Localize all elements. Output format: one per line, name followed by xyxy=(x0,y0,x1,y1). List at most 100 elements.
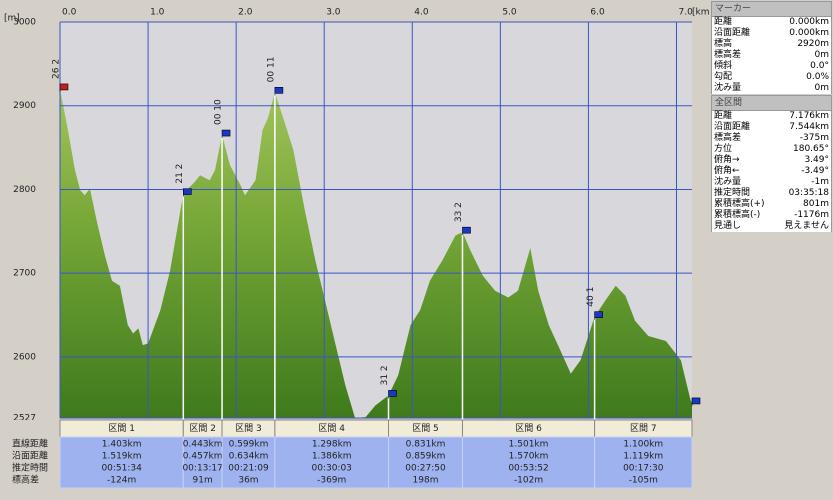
panel-row: 沿面距離 7.544km xyxy=(711,122,832,133)
panel-row: 標高差 0m xyxy=(711,50,832,61)
marker-flag xyxy=(388,390,397,399)
marker-label: 26 2 xyxy=(52,59,62,79)
panel-key: 沿面距離 xyxy=(714,28,751,38)
segment-body xyxy=(274,436,390,489)
segment-name: 区間 5 xyxy=(412,423,439,434)
segment-cell: -102m xyxy=(514,476,543,486)
segment-cell: 1.501km xyxy=(509,440,549,450)
panel-key: 推定時間 xyxy=(714,188,751,198)
x-unit: [km] xyxy=(692,8,710,18)
x-tick-label: 5.0 xyxy=(502,8,517,18)
segment-name: 区間 3 xyxy=(235,423,262,434)
marker-flag xyxy=(274,87,284,96)
segment-name: 区間 7 xyxy=(630,423,657,434)
marker-flag xyxy=(691,397,701,406)
segment-cell: 1.403km xyxy=(102,440,142,450)
panel-row: 勾配 0.0% xyxy=(711,72,832,83)
panel-value: 801m xyxy=(803,199,829,209)
segment-cell: 0.599km xyxy=(229,440,269,450)
panel-value: 0m xyxy=(814,50,830,60)
panel-key: 距離 xyxy=(714,17,733,27)
segment-cell: 00:30:03 xyxy=(311,464,351,474)
segment-cell: 1.119km xyxy=(623,452,663,462)
segment-cell: 00:13:17 xyxy=(182,464,222,474)
row-label: 標高差 xyxy=(12,474,39,486)
y-tick-label: 2600 xyxy=(13,352,36,362)
x-tick-label: 6.0 xyxy=(590,8,605,18)
panel-row: 累積標高(+) 801m xyxy=(711,199,832,210)
panel-key: 沿面距離 xyxy=(714,122,751,132)
panel-row: 傾斜 0.0° xyxy=(711,61,832,72)
profile-chart: [m] [km] 2527 2600 2700 2800 2900 3000 0.0 1.0 2… xyxy=(0,7,710,490)
panel-value: 0.000km xyxy=(789,17,829,27)
y-tick-label: 2527 xyxy=(13,414,36,424)
panel-value: 0.0° xyxy=(810,61,829,71)
panel-row: 累積標高(-) -1176m xyxy=(711,210,832,221)
segment-cell: 0.457km xyxy=(183,452,223,462)
panel-key: 累積標高(+) xyxy=(714,199,765,209)
marker-label: 00 10 xyxy=(214,99,224,125)
panel-row: 俯角→ 3.49° xyxy=(711,155,832,166)
segment-body xyxy=(388,436,463,489)
panel-row: 俯角← -3.49° xyxy=(711,166,832,177)
panel-row: 沈み量 -1m xyxy=(711,177,832,188)
panel-row: 距離 0.000km xyxy=(711,17,832,28)
panel-key: 距離 xyxy=(714,111,733,121)
segment-cell: 00:21:09 xyxy=(228,464,269,474)
segment-cell: 00:53:52 xyxy=(508,464,548,474)
panel-value: 7.544km xyxy=(789,122,829,132)
segment-cell: 1.298km xyxy=(312,440,352,450)
row-label: 推定時間 xyxy=(12,462,48,474)
segment-name: 区間 6 xyxy=(515,423,542,434)
panel-title: 全区間 xyxy=(711,95,832,111)
total-panel: 全区間 距離 7.176km 沿面距離 7.544km 標高差 -375m 方位 180.65°… xyxy=(711,95,832,232)
segment-body xyxy=(461,436,596,489)
y-unit: [m] xyxy=(4,14,20,24)
panel-row: 標高 2920m xyxy=(711,39,832,50)
segment-cell: 1.519km xyxy=(102,452,142,462)
row-label: 直線距離 xyxy=(12,438,48,450)
segment-cell: 91m xyxy=(193,476,213,486)
panel-row: 推定時間 03:35:18 xyxy=(711,188,832,199)
marker-flag xyxy=(594,311,603,320)
segment-cell: 00:17:30 xyxy=(623,464,664,474)
marker-label: 33 2 xyxy=(454,202,464,222)
segment-cell: 1.100km xyxy=(623,440,663,450)
segment-cell: 0.634km xyxy=(229,452,269,462)
segment-cell: 1.386km xyxy=(312,452,352,462)
x-tick-label: 7.0 xyxy=(678,8,693,18)
marker-label: 21 2 xyxy=(175,164,185,184)
x-tick-label: 3.0 xyxy=(326,8,341,18)
panel-key: 傾斜 xyxy=(714,61,733,71)
panel-value: 3.49° xyxy=(804,155,829,165)
segment-name: 区間 2 xyxy=(189,423,216,434)
panel-value: -3.49° xyxy=(801,166,829,176)
marker-flag xyxy=(59,83,69,92)
marker-label: 31 2 xyxy=(380,365,390,385)
marker-flag xyxy=(183,188,192,197)
panel-value: -1m xyxy=(811,177,829,187)
marker-panel: マーカー 距離 0.000km 沿面距離 0.000km 標高 2920m 標高差 0m 傾斜 0.… xyxy=(711,1,832,94)
row-label: 沿面距離 xyxy=(12,450,48,462)
segment-body xyxy=(594,436,693,489)
panel-row: 見通し 見えません xyxy=(711,221,832,232)
panel-value: -375m xyxy=(799,133,829,143)
panel-key: 俯角← xyxy=(714,166,740,176)
segment-cell: 0.831km xyxy=(406,440,446,450)
segment-cell: 198m xyxy=(413,476,439,486)
segment-cell: 00:27:50 xyxy=(405,464,446,474)
panel-row: 沈み量 0m xyxy=(711,83,832,94)
segment-name: 区間 4 xyxy=(318,423,345,434)
panel-value: 0m xyxy=(814,83,830,93)
panel-value: 見えません xyxy=(784,221,829,231)
table-left xyxy=(0,420,60,490)
segment-cell: 0.859km xyxy=(406,452,446,462)
panel-key: 沈み量 xyxy=(714,177,742,187)
panel-key: 見通し xyxy=(714,221,742,231)
y-tick-label: 3000 xyxy=(13,18,36,28)
segment-cell: 0.443km xyxy=(183,440,223,450)
segment-cell: -369m xyxy=(317,476,346,486)
panel-value: 7.176km xyxy=(789,111,829,121)
panel-value: 03:35:18 xyxy=(788,188,829,198)
